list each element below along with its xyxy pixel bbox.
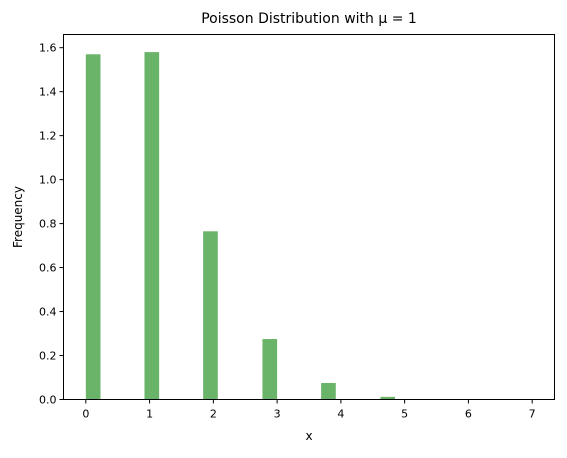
x-tick-label-5: 5 [401,408,408,421]
y-tick-label-6: 1.2 [39,130,57,143]
y-tick-label-1: 0.2 [39,350,57,363]
y-tick-label-3: 0.6 [39,262,57,275]
y-axis-ticks: 0.0 0.2 0.4 0.6 0.8 1.0 1.2 1.4 1.6 [39,42,64,407]
bar-3 [262,339,277,399]
x-tick-label-2: 2 [210,408,217,421]
y-tick-label-2: 0.4 [39,306,57,319]
bar-0 [86,54,101,399]
x-tick-label-6: 6 [465,408,472,421]
x-tick-label-1: 1 [146,408,153,421]
y-tick-label-5: 1.0 [39,174,57,187]
y-axis-label: Frequency [11,186,25,248]
x-tick-label-4: 4 [337,408,344,421]
y-tick-label-0: 0.0 [39,394,57,407]
y-tick-label-8: 1.6 [39,42,57,55]
y-tick-label-7: 1.4 [39,86,57,99]
y-tick-label-4: 0.8 [39,218,57,231]
bar-2 [203,231,218,399]
plot-frame [64,35,555,400]
x-tick-label-7: 7 [529,408,536,421]
x-tick-label-3: 3 [274,408,281,421]
x-axis-ticks: 0 1 2 3 4 5 6 7 [82,400,535,421]
x-tick-label-0: 0 [82,408,89,421]
bars-group [86,52,454,399]
bar-1 [144,52,159,399]
x-axis-label: x [305,429,312,443]
bar-4 [321,383,336,399]
chart-title: Poisson Distribution with μ = 1 [201,11,417,27]
